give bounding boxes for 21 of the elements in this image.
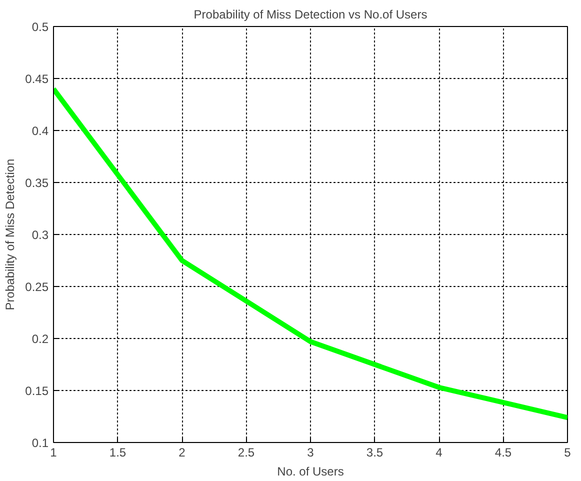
x-tick-label: 5 — [564, 446, 572, 460]
y-tick-label: 0.5 — [32, 20, 49, 34]
x-tick-label: 3.5 — [366, 446, 384, 460]
y-tick-label: 0.1 — [32, 436, 49, 450]
x-tick-label: 4 — [436, 446, 443, 460]
y-tick-label: 0.2 — [32, 332, 49, 346]
x-axis-title: No. of Users — [277, 464, 344, 478]
x-tick-label: 1.5 — [109, 446, 126, 460]
y-tick-label: 0.25 — [25, 280, 49, 294]
x-tick-label: 2 — [178, 446, 186, 460]
y-axis-title: Probability of Miss Detection — [3, 158, 18, 310]
x-tick-label: 1 — [50, 446, 58, 460]
y-tick-label: 0.4 — [32, 124, 49, 138]
x-tick-label: 3 — [307, 446, 314, 460]
y-tick-label: 0.45 — [25, 72, 49, 86]
x-tick-label: 4.5 — [494, 446, 512, 460]
y-tick-label: 0.35 — [25, 176, 49, 190]
y-tick-label: 0.3 — [32, 228, 49, 242]
chart-title: Probability of Miss Detection vs No.of Users — [194, 8, 428, 22]
x-tick-label: 2.5 — [238, 446, 255, 460]
y-tick-label: 0.15 — [25, 384, 49, 398]
